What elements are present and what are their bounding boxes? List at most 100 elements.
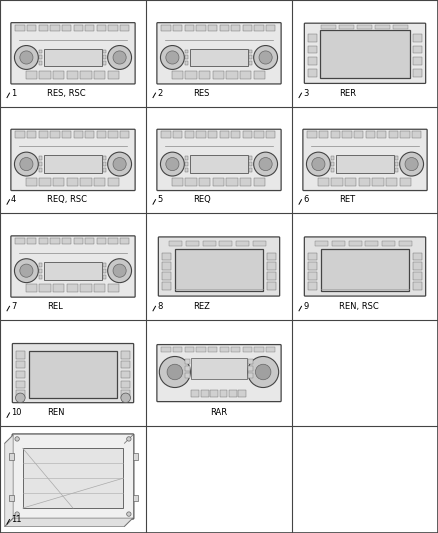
- Text: 1: 1: [11, 88, 16, 98]
- Bar: [108, 285, 119, 292]
- Bar: [27, 131, 36, 138]
- FancyBboxPatch shape: [11, 236, 135, 297]
- Bar: [133, 453, 138, 460]
- Bar: [80, 178, 92, 185]
- Bar: [307, 131, 317, 138]
- Bar: [307, 58, 317, 65]
- Bar: [413, 46, 423, 53]
- Bar: [389, 131, 398, 138]
- Bar: [307, 282, 317, 289]
- Circle shape: [20, 51, 33, 64]
- Bar: [315, 240, 328, 246]
- Bar: [243, 347, 252, 352]
- Bar: [208, 347, 217, 352]
- Bar: [39, 162, 42, 166]
- Bar: [266, 347, 276, 352]
- Bar: [266, 25, 276, 31]
- Bar: [413, 69, 423, 77]
- Bar: [254, 25, 264, 31]
- Bar: [26, 178, 37, 185]
- Bar: [39, 263, 42, 266]
- Bar: [196, 25, 205, 31]
- Bar: [393, 25, 409, 29]
- Bar: [120, 238, 130, 245]
- Bar: [243, 131, 252, 138]
- Bar: [339, 25, 354, 29]
- Circle shape: [247, 357, 279, 387]
- Bar: [94, 71, 105, 79]
- Bar: [185, 61, 188, 66]
- Bar: [386, 178, 397, 185]
- Bar: [249, 55, 252, 60]
- Bar: [248, 366, 253, 371]
- Bar: [39, 50, 42, 53]
- Bar: [15, 361, 25, 368]
- Bar: [336, 155, 395, 173]
- Bar: [249, 50, 252, 53]
- Text: 6: 6: [303, 195, 308, 204]
- Bar: [185, 168, 188, 172]
- Bar: [400, 131, 410, 138]
- Bar: [43, 262, 102, 280]
- Bar: [109, 238, 118, 245]
- Circle shape: [254, 152, 278, 176]
- Bar: [345, 178, 356, 185]
- Bar: [267, 253, 276, 260]
- Circle shape: [108, 45, 131, 69]
- Bar: [103, 269, 106, 273]
- Bar: [331, 168, 334, 172]
- Bar: [342, 131, 352, 138]
- Bar: [15, 371, 25, 378]
- Bar: [236, 240, 249, 246]
- Circle shape: [108, 152, 131, 176]
- Circle shape: [113, 264, 126, 277]
- Bar: [185, 373, 190, 378]
- Bar: [39, 238, 48, 245]
- Bar: [319, 30, 410, 78]
- Bar: [399, 178, 411, 185]
- Bar: [191, 358, 247, 379]
- Bar: [62, 131, 71, 138]
- Bar: [27, 238, 36, 245]
- FancyBboxPatch shape: [304, 237, 426, 296]
- Bar: [231, 347, 240, 352]
- Bar: [120, 25, 130, 31]
- Bar: [208, 25, 217, 31]
- Bar: [349, 240, 362, 246]
- Bar: [50, 25, 60, 31]
- Bar: [190, 49, 248, 67]
- Bar: [26, 285, 37, 292]
- Bar: [184, 131, 194, 138]
- Circle shape: [15, 512, 19, 516]
- Bar: [175, 249, 263, 291]
- Bar: [413, 34, 423, 42]
- Bar: [39, 285, 50, 292]
- Bar: [161, 131, 170, 138]
- FancyBboxPatch shape: [304, 23, 426, 84]
- Bar: [50, 131, 60, 138]
- Text: REN: REN: [47, 408, 64, 417]
- Circle shape: [259, 51, 272, 64]
- Bar: [53, 285, 64, 292]
- Bar: [267, 282, 276, 289]
- Bar: [375, 25, 390, 29]
- Bar: [121, 351, 131, 359]
- Bar: [399, 240, 412, 246]
- Bar: [108, 178, 119, 185]
- Bar: [266, 131, 276, 138]
- Circle shape: [307, 152, 330, 176]
- Text: 2: 2: [157, 88, 162, 98]
- Bar: [365, 240, 378, 246]
- Circle shape: [20, 158, 33, 171]
- Bar: [321, 25, 336, 29]
- Bar: [354, 131, 363, 138]
- Bar: [74, 25, 83, 31]
- Bar: [213, 71, 224, 79]
- Bar: [67, 71, 78, 79]
- Polygon shape: [5, 435, 13, 527]
- Bar: [185, 156, 188, 160]
- Bar: [210, 390, 218, 398]
- Circle shape: [20, 264, 33, 277]
- Bar: [249, 162, 252, 166]
- Bar: [15, 390, 25, 398]
